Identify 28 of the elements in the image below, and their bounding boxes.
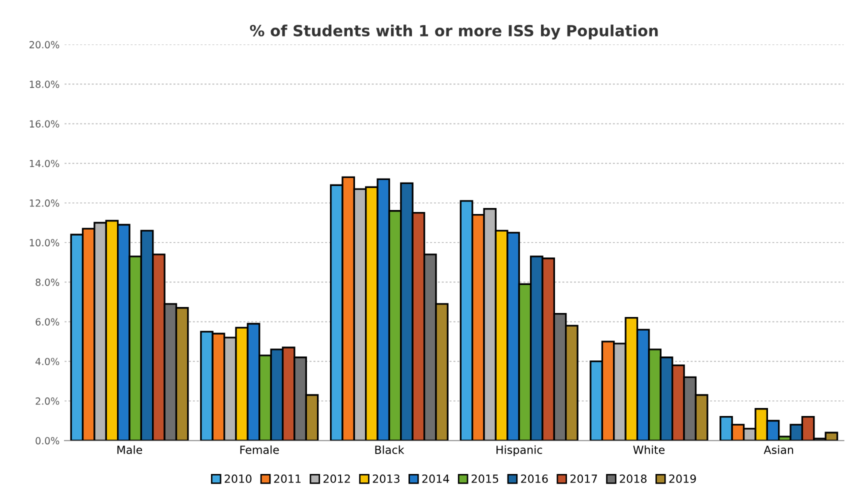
legend-label: 2010 <box>224 474 252 483</box>
y-tick-label: 16.0% <box>30 120 60 128</box>
y-tick-label: 20.0% <box>30 41 60 48</box>
y-tick-label: 14.0% <box>30 160 60 168</box>
legend-label: 2012 <box>323 474 350 483</box>
legend-label: 2016 <box>521 474 548 483</box>
x-tick-label: Female <box>240 445 279 454</box>
legend-label: 2014 <box>422 474 450 483</box>
x-tick-label: Asian <box>764 445 794 454</box>
legend-label: 2013 <box>372 474 400 483</box>
legend-label: 2018 <box>620 474 647 483</box>
x-tick-label: Black <box>375 445 404 454</box>
legend-label: 2019 <box>669 474 696 483</box>
legend-label: 2017 <box>570 474 597 483</box>
x-tick-label: Male <box>117 445 142 454</box>
y-tick-label: 0.0% <box>36 437 60 444</box>
chart-title: % of Students with 1 or more ISS by Population <box>250 24 658 40</box>
y-tick-label: 18.0% <box>30 80 60 88</box>
y-tick-label: 10.0% <box>30 239 60 246</box>
y-tick-label: 6.0% <box>36 318 60 326</box>
legend-label: 2011 <box>274 474 301 483</box>
legend-label: 2015 <box>472 474 498 483</box>
x-tick-label: Hispanic <box>496 445 542 456</box>
y-tick-label: 8.0% <box>36 278 60 286</box>
y-tick-label: 12.0% <box>30 199 60 207</box>
y-tick-label: 2.0% <box>36 397 60 405</box>
y-tick-label: 4.0% <box>35 358 60 366</box>
x-tick-label: White <box>633 445 665 454</box>
